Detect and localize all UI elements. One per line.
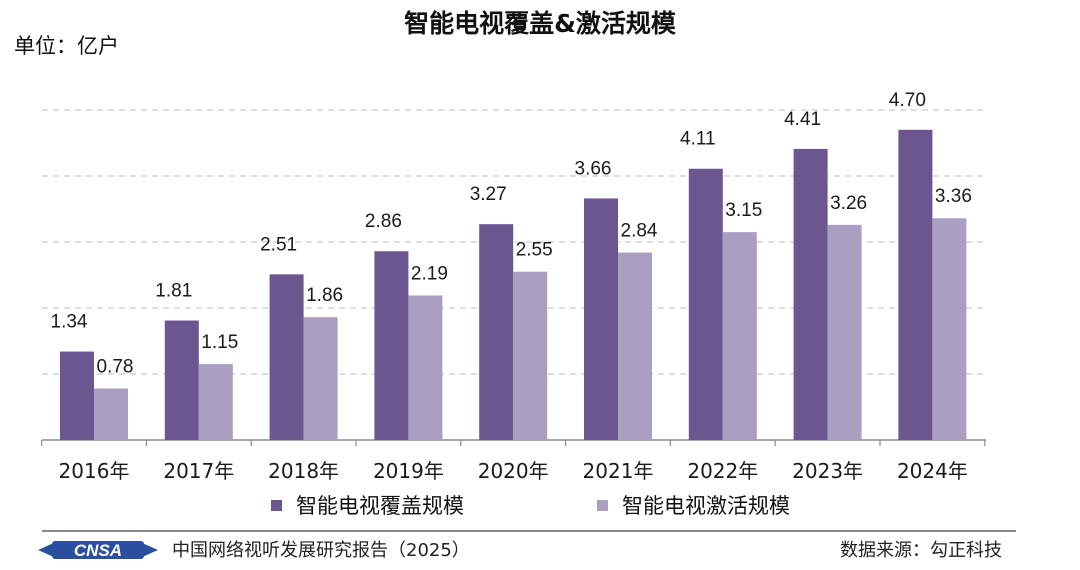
x-tick-label: 2022年 [687,459,758,483]
bar-activation [303,317,338,440]
data-label-activation: 2.84 [621,221,658,242]
x-tick-label: 2019年 [373,459,444,483]
legend-label-coverage: 智能电视覆盖规模 [296,494,464,518]
x-tick-label: 2017年 [163,459,234,483]
data-label-coverage: 2.86 [365,211,402,232]
data-label-coverage: 3.27 [470,184,507,205]
data-label-coverage: 2.51 [260,234,297,255]
bar-activation [198,364,233,440]
bar-coverage [793,148,828,440]
legend-label-activation: 智能电视激活规模 [622,494,790,518]
bar-coverage [269,274,304,440]
chart-title: 智能电视覆盖&激活规模 [404,9,676,38]
data-label-activation: 3.26 [830,193,867,214]
legend-item-activation: 智能电视激活规模 [597,490,790,520]
footer-report-title: 中国网络视听发展研究报告（2025） [172,540,470,561]
data-label-activation: 2.19 [411,263,448,284]
x-tick-label: 2023年 [792,459,863,483]
legend-swatch-activation [597,499,608,511]
bar-coverage [479,224,514,440]
data-label-activation: 3.36 [935,186,972,207]
data-label-coverage: 4.70 [889,90,926,111]
bar-activation [932,218,967,440]
bar-activation [408,295,443,440]
bar-activation [722,232,757,440]
bar-activation [513,271,548,440]
x-tick-label: 2024年 [897,459,968,483]
legend: 智能电视覆盖规模 智能电视激活规模 [0,490,1080,520]
legend-item-coverage: 智能电视覆盖规模 [271,490,464,520]
x-tick-label: 2016年 [59,459,130,483]
data-label-activation: 2.55 [516,240,553,261]
cnsa-logo: CNSA [38,538,158,562]
data-label-coverage: 3.66 [575,158,612,179]
bar-coverage [164,320,199,440]
bar-coverage [374,251,409,440]
x-tick-label: 2021年 [583,459,654,483]
svg-text:CNSA: CNSA [74,541,122,560]
bar-activation [827,224,862,440]
footer-data-source: 数据来源：勾正科技 [840,540,1002,561]
data-label-coverage: 1.34 [51,312,88,333]
data-label-activation: 1.15 [201,332,238,353]
data-label-activation: 3.15 [725,200,762,221]
x-tick-label: 2018年 [268,459,339,483]
data-label-activation: 0.78 [97,357,134,378]
bar-coverage [688,168,723,441]
x-tick-label: 2020年 [478,459,549,483]
bar-coverage [60,351,94,440]
y-axis-unit-label: 单位：亿户 [14,34,119,58]
bar-chart: 1.34 0.78 2016年 1.81 1.15 2017年 2.51 1.86 2018年 2… [40,90,986,483]
bar-activation [94,388,128,440]
footer-divider [42,530,1016,532]
bar-activation [618,252,652,440]
bar-coverage [898,129,933,441]
data-label-coverage: 4.11 [680,129,716,150]
data-label-activation: 1.86 [306,285,343,306]
legend-swatch-coverage [271,499,282,511]
data-label-coverage: 1.81 [155,281,192,302]
bar-coverage [584,198,618,440]
data-label-coverage: 4.41 [784,109,821,130]
